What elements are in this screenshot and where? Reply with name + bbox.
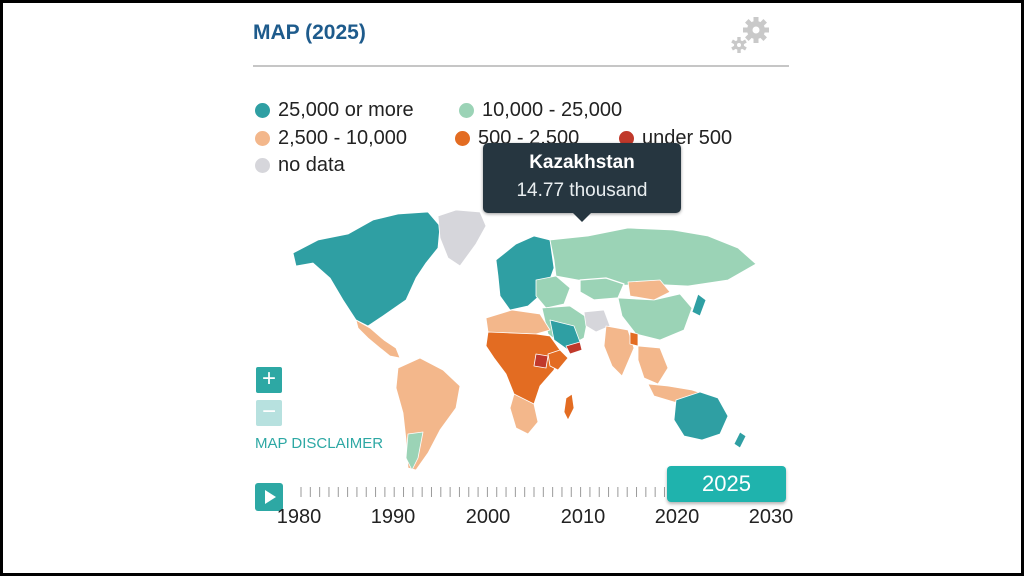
legend-swatch [255, 131, 270, 146]
play-button[interactable] [255, 483, 283, 511]
zoom-out-button[interactable]: − [256, 400, 282, 426]
play-icon [265, 490, 276, 504]
legend-label: 25,000 or more [278, 99, 414, 121]
region-southeast-asia [637, 345, 669, 385]
region-russia [549, 227, 757, 287]
region-east-africa [547, 349, 569, 371]
region-japan [691, 293, 707, 317]
legend-label: 10,000 - 25,000 [482, 99, 623, 121]
legend-label: no data [278, 154, 345, 176]
region-greenland [437, 209, 487, 267]
region-china [617, 293, 693, 341]
tooltip-country: Kazakhstan [529, 152, 635, 173]
gear-icon[interactable] [729, 15, 773, 55]
timeline-year-label: 2000 [465, 506, 511, 528]
tooltip-arrow [572, 212, 592, 222]
region-kazakhstan [579, 277, 625, 301]
region-australia [673, 391, 729, 441]
timeline-year-label: 2010 [560, 506, 606, 528]
region-eastern-europe [535, 275, 571, 309]
legend-swatch [459, 103, 474, 118]
legend-swatch [255, 158, 270, 173]
page-title: MAP (2025) [253, 21, 366, 44]
region-bangladesh [629, 331, 639, 347]
region-south-america [395, 357, 461, 471]
map-widget: MAP (2025) 25,000 or more 10,000 - 2 [3, 3, 1021, 573]
legend-label: 2,500 - 10,000 [278, 127, 407, 149]
timeline-year-label: 1990 [370, 506, 416, 528]
legend-item-2500-10000[interactable]: 2,500 - 10,000 [255, 127, 407, 150]
country-tooltip: Kazakhstan 14.77 thousand [483, 143, 681, 222]
region-madagascar [563, 393, 575, 421]
region-central-america [355, 319, 401, 359]
region-west-asia-no-data [583, 309, 611, 333]
legend-swatch [619, 131, 634, 146]
region-south-sudan [533, 353, 549, 369]
legend-item-10000-25000[interactable]: 10,000 - 25,000 [459, 99, 622, 122]
timeline-year-label: 2020 [654, 506, 700, 528]
region-southern-africa [509, 393, 539, 435]
region-mongolia [627, 279, 671, 301]
legend-swatch [255, 103, 270, 118]
region-new-zealand [733, 431, 747, 449]
legend-swatch [455, 131, 470, 146]
legend-item-no-data[interactable]: no data [255, 154, 345, 177]
timeline-year-label: 2030 [748, 506, 794, 528]
zoom-in-button[interactable]: + [256, 367, 282, 393]
header-divider [253, 65, 789, 67]
region-north-america [292, 211, 441, 327]
timeline-year-label: 1980 [276, 506, 322, 528]
selected-year-handle[interactable]: 2025 [667, 466, 786, 502]
world-map[interactable] [288, 208, 778, 478]
tooltip-value: 14.77 thousand [516, 180, 648, 201]
legend-item-25000-plus[interactable]: 25,000 or more [255, 99, 414, 122]
region-india [603, 325, 635, 377]
region-yemen [565, 341, 583, 355]
map-disclaimer-link[interactable]: MAP DISCLAIMER [255, 435, 384, 452]
region-south-america-south [405, 431, 424, 471]
